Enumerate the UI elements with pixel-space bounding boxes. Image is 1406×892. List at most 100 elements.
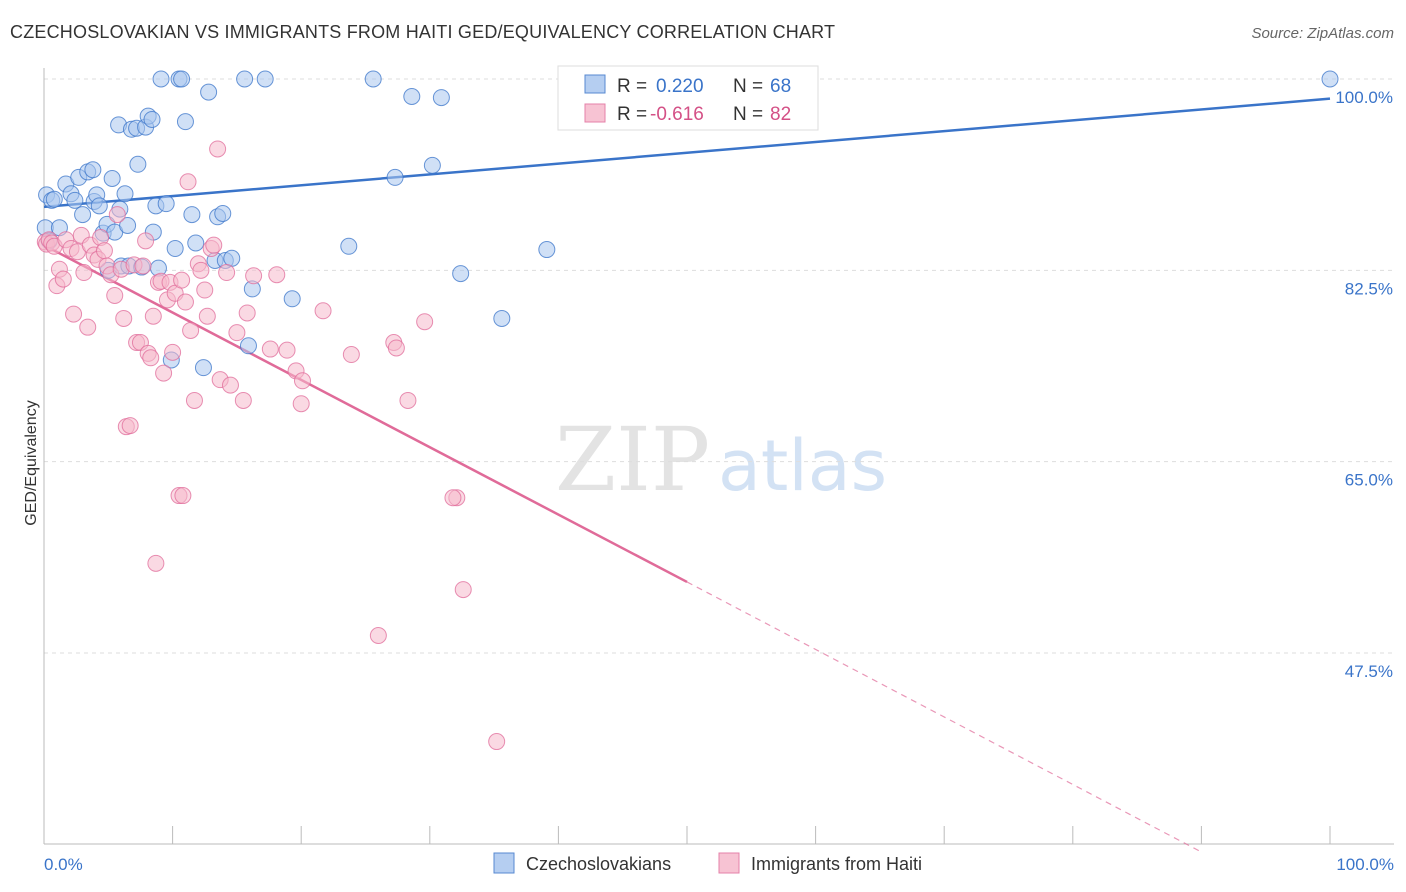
gridlines	[44, 78, 1394, 654]
series-legend-label-2: Immigrants from Haiti	[751, 854, 922, 874]
point-haiti	[293, 372, 311, 390]
legend-r-value-2: -0.616	[650, 104, 704, 125]
y-tick-label: 65.0%	[1345, 471, 1393, 490]
point-czechoslovakians	[452, 265, 470, 283]
series-legend-swatch-blue	[493, 852, 515, 874]
point-haiti	[268, 266, 286, 284]
point-haiti	[342, 346, 360, 364]
point-czechoslovakians	[116, 185, 134, 203]
watermark-zip: ZIP	[555, 408, 710, 511]
y-tick-label: 100.0%	[1335, 88, 1393, 107]
data-points	[36, 70, 1339, 751]
point-czechoslovakians	[187, 234, 205, 252]
point-haiti	[234, 391, 252, 409]
point-czechoslovakians	[200, 83, 218, 101]
point-czechoslovakians	[340, 237, 358, 255]
point-haiti	[95, 242, 113, 260]
legend-n-value-1: 68	[770, 76, 791, 97]
point-haiti	[137, 232, 155, 250]
point-czechoslovakians	[214, 204, 232, 222]
point-haiti	[245, 267, 263, 285]
point-haiti	[155, 364, 173, 382]
point-czechoslovakians	[364, 70, 382, 88]
point-haiti	[54, 270, 72, 288]
legend-n-value-2: 82	[770, 104, 791, 125]
point-haiti	[121, 417, 139, 435]
legend-r-label-1: R =	[617, 76, 647, 97]
point-czechoslovakians	[90, 197, 108, 215]
point-czechoslovakians	[74, 206, 92, 224]
axes: 100.0% 82.5% 65.0% 47.5% 0.0% 100.0%	[43, 68, 1394, 874]
trend-lines	[43, 97, 1331, 853]
point-czechoslovakians	[239, 337, 257, 355]
point-czechoslovakians	[538, 241, 556, 259]
point-haiti	[198, 307, 216, 325]
point-czechoslovakians	[493, 309, 511, 327]
point-haiti	[192, 261, 210, 279]
point-czechoslovakians	[256, 70, 274, 88]
point-haiti	[292, 395, 310, 413]
point-haiti	[218, 264, 236, 282]
point-haiti	[228, 324, 246, 342]
point-haiti	[205, 236, 223, 254]
point-haiti	[444, 489, 462, 507]
point-czechoslovakians	[183, 206, 201, 224]
watermark-atlas: atlas	[718, 425, 887, 507]
point-haiti	[387, 339, 405, 357]
point-haiti	[176, 293, 194, 311]
point-czechoslovakians	[143, 110, 161, 128]
point-czechoslovakians	[152, 70, 170, 88]
point-haiti	[369, 627, 387, 645]
trend-line-haiti-extension	[686, 581, 1202, 853]
point-haiti	[108, 206, 126, 224]
point-haiti	[196, 281, 214, 299]
point-haiti	[221, 376, 239, 394]
y-tick-label: 82.5%	[1345, 279, 1393, 298]
point-haiti	[278, 341, 296, 359]
point-haiti	[79, 318, 97, 336]
point-czechoslovakians	[432, 89, 450, 107]
y-tick-label: 47.5%	[1345, 662, 1393, 681]
point-haiti	[209, 140, 227, 158]
point-czechoslovakians	[129, 155, 147, 173]
point-haiti	[142, 349, 160, 367]
point-haiti	[173, 271, 191, 289]
point-czechoslovakians	[84, 161, 102, 179]
chart-title: CZECHOSLOVAKIAN VS IMMIGRANTS FROM HAITI…	[10, 22, 835, 42]
point-haiti	[134, 257, 152, 275]
point-czechoslovakians	[403, 87, 421, 105]
point-czechoslovakians	[423, 156, 441, 174]
point-haiti	[261, 340, 279, 358]
point-haiti	[144, 307, 162, 325]
point-haiti	[416, 313, 434, 331]
point-haiti	[115, 309, 133, 327]
point-haiti	[399, 391, 417, 409]
series-legend: Czechoslovakians Immigrants from Haiti	[493, 852, 922, 874]
legend-swatch-blue	[584, 74, 606, 94]
point-czechoslovakians	[176, 113, 194, 131]
point-haiti	[454, 581, 472, 599]
point-haiti	[182, 321, 200, 339]
point-czechoslovakians	[66, 191, 84, 209]
point-czechoslovakians	[173, 70, 191, 88]
point-czechoslovakians	[157, 195, 175, 213]
point-haiti	[238, 304, 256, 322]
x-tick-label: 0.0%	[44, 855, 83, 874]
point-czechoslovakians	[386, 168, 404, 186]
point-czechoslovakians	[1321, 70, 1339, 88]
point-czechoslovakians	[103, 169, 121, 187]
series-legend-swatch-pink	[718, 852, 740, 874]
point-haiti	[106, 286, 124, 304]
point-haiti	[185, 391, 203, 409]
watermark: ZIP atlas	[555, 408, 887, 511]
point-czechoslovakians	[166, 239, 184, 257]
point-haiti	[488, 733, 506, 751]
point-czechoslovakians	[236, 70, 254, 88]
point-czechoslovakians	[119, 217, 137, 235]
point-haiti	[65, 305, 83, 323]
point-haiti	[314, 302, 332, 320]
trend-line-haiti	[43, 244, 688, 584]
point-czechoslovakians	[283, 290, 301, 308]
legend-r-label-2: R =	[617, 104, 647, 125]
point-czechoslovakians	[194, 359, 212, 377]
